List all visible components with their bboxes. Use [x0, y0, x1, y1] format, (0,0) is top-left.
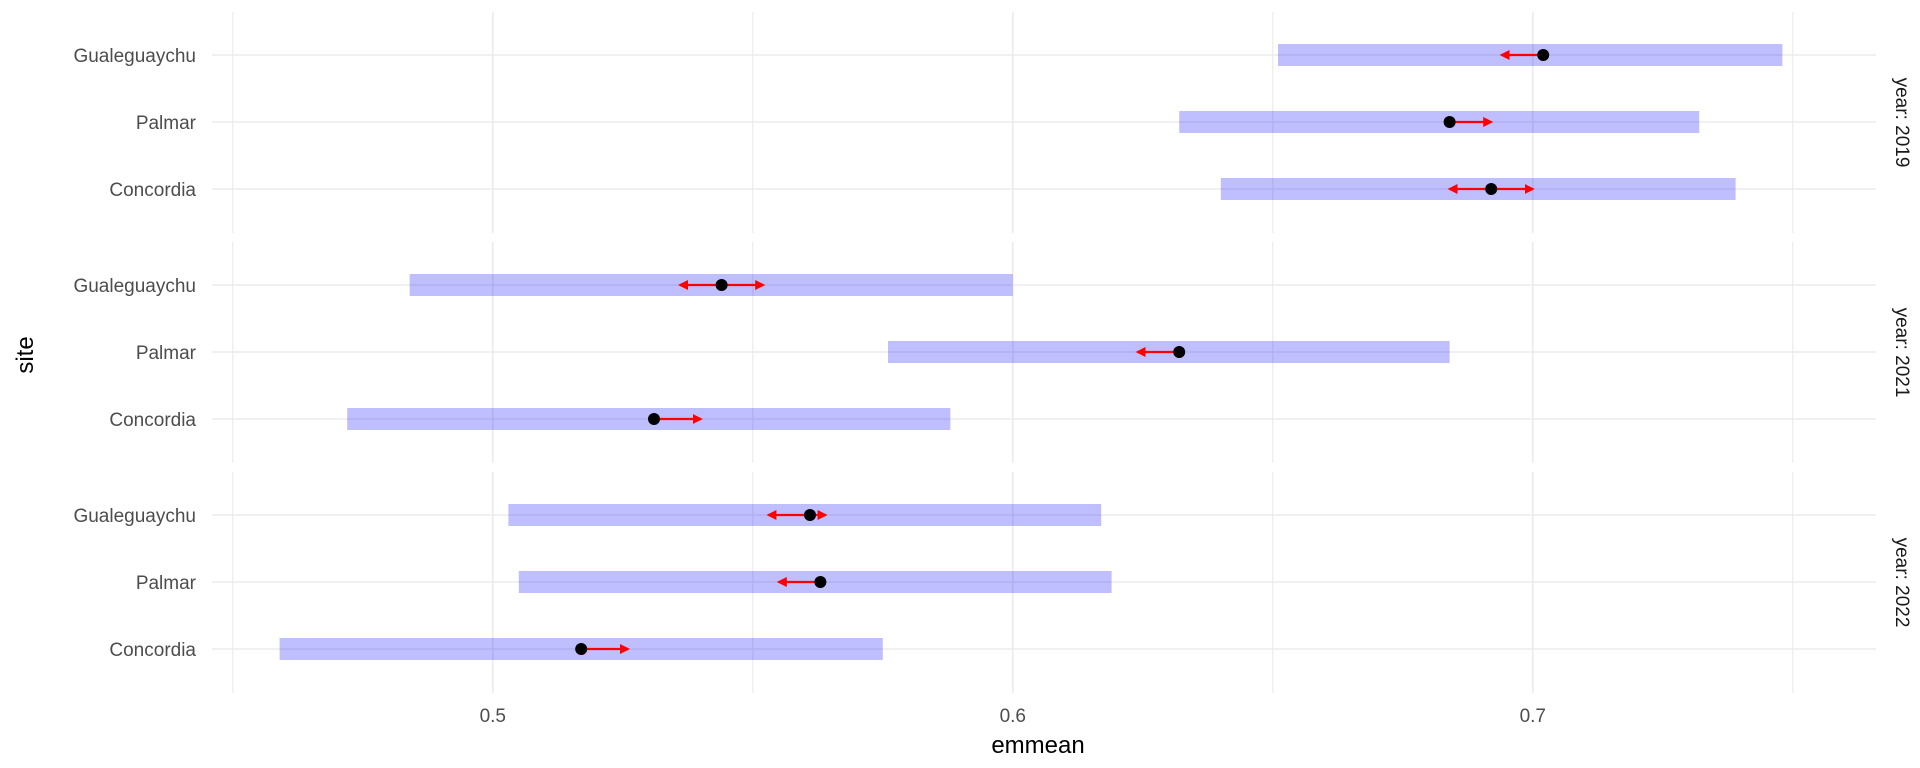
y-tick-label: Concordia — [109, 410, 196, 431]
x-tick-label: 0.5 — [480, 706, 506, 727]
y-tick-label: Concordia — [109, 640, 196, 661]
y-tick-label: Gualeguaychu — [73, 46, 196, 67]
y-tick-label: Palmar — [136, 573, 197, 594]
emmean-point — [575, 643, 588, 655]
emmean-point — [804, 509, 816, 521]
emmean-point — [814, 576, 827, 588]
panel-1: Gualeguaychu Palmar Concordia year: 2021 — [73, 242, 1912, 463]
facet-strip-label: year: 2022 — [1891, 538, 1912, 628]
facet-strip-label: year: 2021 — [1891, 308, 1912, 398]
x-tick-label: 0.7 — [1520, 706, 1546, 727]
y-axis-title: site — [12, 336, 39, 373]
facet-strip-label: year: 2019 — [1891, 78, 1912, 168]
interval-bar — [1179, 111, 1700, 133]
panel-0: Gualeguaychu Palmar Concordia year: 2019 — [73, 12, 1912, 233]
emmean-point — [715, 279, 728, 291]
x-axis-title: emmean — [991, 732, 1084, 759]
y-tick-label: Palmar — [136, 113, 197, 134]
emmean-point — [648, 413, 660, 425]
emmean-point — [1443, 116, 1456, 128]
y-tick-label: Gualeguaychu — [73, 276, 196, 297]
emmean-point — [1173, 346, 1186, 358]
x-axis-ticks: 0.5 0.6 0.7 — [480, 706, 1546, 727]
emmean-point — [1485, 183, 1498, 195]
emmean-point — [1537, 49, 1550, 61]
panel-2: Gualeguaychu Palmar Concordia year: 2022 — [73, 472, 1912, 693]
x-tick-label: 0.6 — [1000, 706, 1026, 727]
y-tick-label: Palmar — [136, 343, 197, 364]
y-tick-label: Concordia — [109, 180, 196, 201]
y-tick-label: Gualeguaychu — [73, 506, 196, 527]
